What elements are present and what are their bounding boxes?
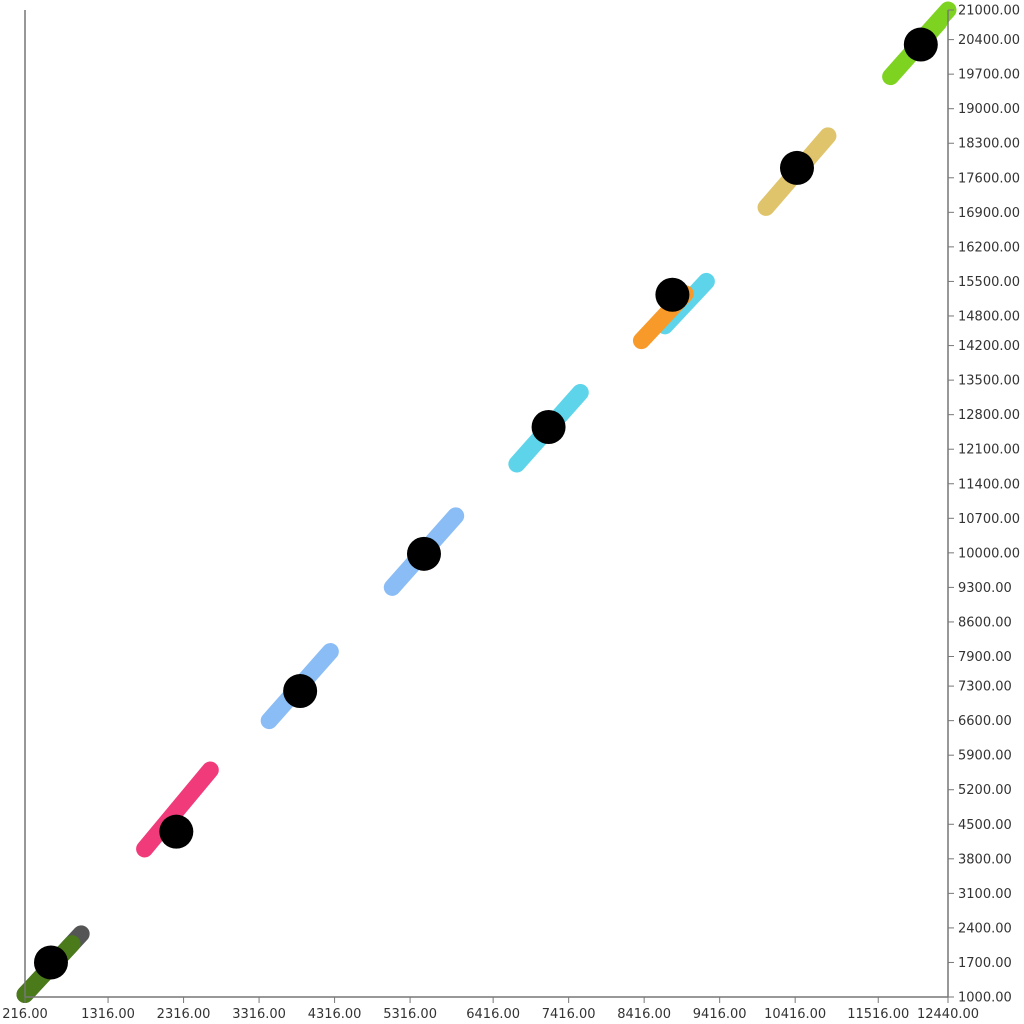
y-tick-label: 21000.00 (958, 4, 1020, 19)
y-tick-label: 17600.00 (958, 171, 1020, 186)
y-tick-label: 7300.00 (958, 680, 1012, 695)
x-tick-label: 2316.00 (157, 1007, 211, 1022)
y-tick-label: 3100.00 (958, 887, 1012, 902)
y-tick-label: 4500.00 (958, 818, 1012, 833)
x-tick-label: 216.00 (2, 1007, 48, 1022)
y-tick-label: 5900.00 (958, 749, 1012, 764)
data-point-3 (283, 674, 318, 709)
y-tick-label: 7900.00 (958, 650, 1012, 665)
y-tick-label: 19000.00 (958, 102, 1020, 117)
y-tick-label: 12100.00 (958, 443, 1020, 458)
x-tick-label: 4316.00 (308, 1007, 362, 1022)
y-tick-label: 16200.00 (958, 240, 1020, 255)
y-tick-label: 3800.00 (958, 852, 1012, 867)
y-tick-label: 16900.00 (958, 206, 1020, 221)
y-tick-label: 10700.00 (958, 512, 1020, 527)
data-point-2 (159, 814, 194, 849)
y-tick-label: 14200.00 (958, 339, 1020, 354)
y-tick-label: 19700.00 (958, 68, 1020, 83)
x-tick-label: 9416.00 (693, 1007, 747, 1022)
y-tick-label: 9300.00 (958, 581, 1012, 596)
x-tick-label: 11516.00 (847, 1007, 909, 1022)
y-tick-label: 20400.00 (958, 33, 1020, 48)
x-tick-label: 8416.00 (617, 1007, 671, 1022)
data-point-1 (33, 945, 68, 980)
segment-3 (136, 761, 219, 858)
x-tick-label: 3316.00 (232, 1007, 286, 1022)
y-axis-ticks: 1000.00 1700.00 2400.00 3100.00 3800.00 4500.… (948, 4, 1020, 1006)
data-point-4 (406, 536, 441, 571)
points-layer (33, 27, 938, 980)
y-tick-label: 8600.00 (958, 615, 1012, 630)
y-tick-label: 13500.00 (958, 374, 1020, 389)
y-tick-label: 18300.00 (958, 137, 1020, 152)
x-tick-label: 10416.00 (764, 1007, 826, 1022)
x-tick-label: 6416.00 (466, 1007, 520, 1022)
data-point-5 (531, 410, 566, 445)
y-tick-label: 6600.00 (958, 714, 1012, 729)
y-tick-label: 14800.00 (958, 309, 1020, 324)
x-tick-label: 1316.00 (81, 1007, 135, 1022)
x-tick-label: 5316.00 (383, 1007, 437, 1022)
y-tick-label: 15500.00 (958, 275, 1020, 290)
y-tick-label: 10000.00 (958, 546, 1020, 561)
y-tick-label: 1000.00 (958, 991, 1012, 1006)
y-tick-label: 5200.00 (958, 783, 1012, 798)
x-tick-label: 7416.00 (542, 1007, 596, 1022)
y-tick-label: 11400.00 (958, 477, 1020, 492)
y-tick-label: 1700.00 (958, 956, 1012, 971)
data-point-7 (779, 150, 814, 185)
x-tick-label: 12440.00 (917, 1007, 979, 1022)
y-tick-label: 12800.00 (958, 408, 1020, 423)
x-axis-ticks: 216.00 1316.00 2316.00 3316.00 4316.00 5316.0… (2, 997, 979, 1022)
y-tick-label: 2400.00 (958, 921, 1012, 936)
data-point-8 (903, 27, 938, 62)
data-point-6 (655, 277, 690, 312)
